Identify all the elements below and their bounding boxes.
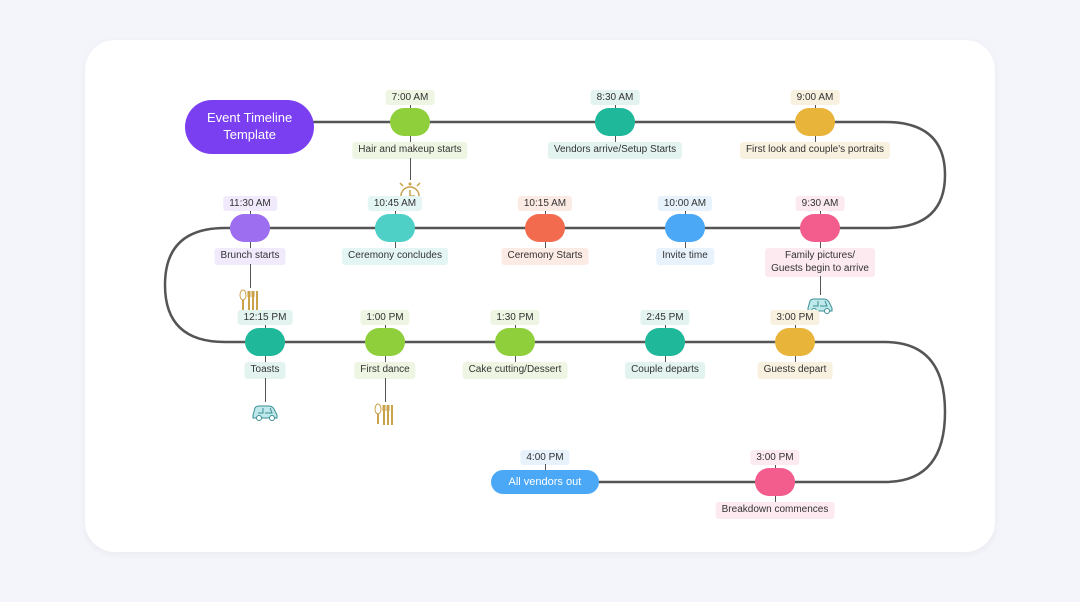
desc-label-r0-n1: Vendors arrive/Setup Starts: [548, 142, 682, 159]
cutlery-icon: [372, 402, 398, 433]
time-label-r1-n0: 9:30 AM: [796, 196, 845, 211]
event-node-r1-n4[interactable]: [230, 214, 270, 242]
desc-label-r1-n0: Family pictures/Guests begin to arrive: [765, 248, 875, 277]
car-icon: [250, 402, 280, 427]
event-node-r0-n1[interactable]: [595, 108, 635, 136]
timeline-card: Event TimelineTemplate 7:00 AM Hair and ma…: [85, 40, 995, 552]
time-label-r2-n0: 12:15 PM: [238, 310, 293, 325]
time-label-r0-n2: 9:00 AM: [791, 90, 840, 105]
connector-r1-n0-icon: [820, 276, 821, 295]
event-node-r1-n3[interactable]: [375, 214, 415, 242]
time-label-r2-n3: 2:45 PM: [640, 310, 689, 325]
desc-label-r0-n0: Hair and makeup starts: [352, 142, 467, 159]
time-label-r1-n2: 10:15 AM: [518, 196, 572, 211]
title-pill: Event TimelineTemplate: [185, 100, 314, 154]
event-node-r1-n2[interactable]: [525, 214, 565, 242]
time-label-r1-n1: 10:00 AM: [658, 196, 712, 211]
time-label-special-r3: 4:00 PM: [520, 450, 569, 465]
desc-label-r1-n2: Ceremony Starts: [501, 248, 588, 265]
event-node-r3-n0[interactable]: [755, 468, 795, 496]
connector-r0-n0-icon: [410, 158, 411, 180]
event-node-r2-n0[interactable]: [245, 328, 285, 356]
time-label-r1-n4: 11:30 AM: [223, 196, 277, 211]
event-node-r0-n2[interactable]: [795, 108, 835, 136]
desc-label-r2-n2: Cake cutting/Dessert: [463, 362, 568, 379]
time-label-r0-n0: 7:00 AM: [386, 90, 435, 105]
nodes-layer: Event TimelineTemplate 7:00 AM Hair and ma…: [85, 40, 995, 552]
event-node-r2-n4[interactable]: [775, 328, 815, 356]
desc-label-r2-n4: Guests depart: [758, 362, 833, 379]
desc-label-r2-n1: First dance: [354, 362, 415, 379]
special-pill-r3[interactable]: All vendors out: [491, 470, 600, 494]
desc-label-r1-n1: Invite time: [656, 248, 714, 265]
time-label-r2-n4: 3:00 PM: [770, 310, 819, 325]
event-node-r2-n3[interactable]: [645, 328, 685, 356]
desc-label-r1-n4: Brunch starts: [215, 248, 286, 265]
event-node-r1-n0[interactable]: [800, 214, 840, 242]
desc-label-r2-n0: Toasts: [245, 362, 286, 379]
time-label-r3-n0: 3:00 PM: [750, 450, 799, 465]
event-node-r0-n0[interactable]: [390, 108, 430, 136]
desc-label-r2-n3: Couple departs: [625, 362, 705, 379]
desc-label-r3-n0: Breakdown commences: [716, 502, 835, 519]
event-node-r1-n1[interactable]: [665, 214, 705, 242]
time-label-r2-n2: 1:30 PM: [490, 310, 539, 325]
time-label-r2-n1: 1:00 PM: [360, 310, 409, 325]
connector-r2-n0-icon: [265, 378, 266, 402]
time-label-r1-n3: 10:45 AM: [368, 196, 422, 211]
desc-label-r0-n2: First look and couple's portraits: [740, 142, 890, 159]
time-label-r0-n1: 8:30 AM: [591, 90, 640, 105]
event-node-r2-n2[interactable]: [495, 328, 535, 356]
connector-r2-n1-icon: [385, 378, 386, 402]
event-node-r2-n1[interactable]: [365, 328, 405, 356]
connector-r1-n4-icon: [250, 264, 251, 288]
desc-label-r1-n3: Ceremony concludes: [342, 248, 448, 265]
